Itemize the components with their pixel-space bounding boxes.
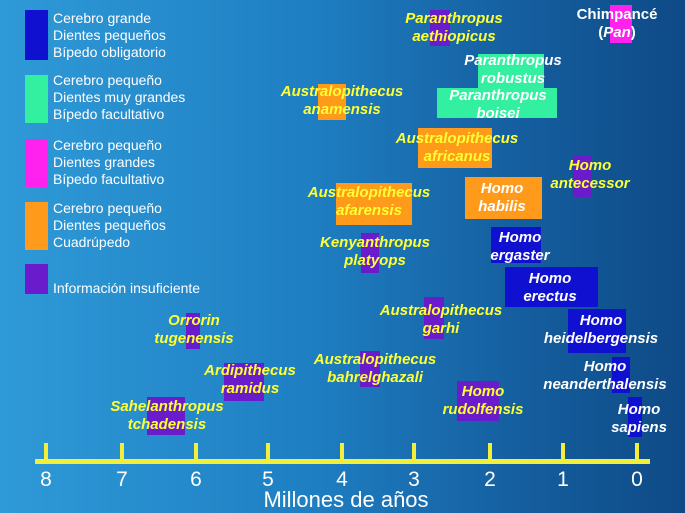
label-paranthropus-boisei: Paranthropus boisei xyxy=(449,87,547,122)
bar-australopithecus-bahrelghazali xyxy=(360,351,380,387)
axis-tick-label: 7 xyxy=(116,468,128,491)
axis-tick xyxy=(194,443,198,463)
label-homo-erectus: Homo erectus xyxy=(523,270,577,305)
legend-text-green: Cerebro pequeño Dientes muy grandes Bípe… xyxy=(53,72,186,122)
label-australopithecus-africanus: Australopithecus africanus xyxy=(395,130,519,165)
bar-australopithecus-afarensis xyxy=(336,183,412,225)
chimpanzee-label: Chimpancé (Pan) xyxy=(576,6,658,41)
axis-tick xyxy=(412,443,416,463)
axis-tick-label: 2 xyxy=(484,468,496,491)
bar-paranthropus-aethiopicus xyxy=(430,10,450,46)
bar-australopithecus-garhi xyxy=(424,297,444,339)
axis-tick xyxy=(561,443,565,463)
label-australopithecus-afarensis: Australopithecus afarensis xyxy=(307,184,431,219)
bar-sahelanthropus-tchadensis xyxy=(147,397,185,435)
legend-swatch-purple xyxy=(25,264,48,294)
bar-homo-neanderthalensis xyxy=(612,357,630,393)
legend-swatch-blue xyxy=(25,10,48,60)
bar-homo-rudolfensis xyxy=(457,381,499,421)
label-homo-heidelbergensis: Homo heidelbergensis xyxy=(543,312,659,347)
bar-kenyanthropus-platyops xyxy=(361,233,379,273)
label-sahelanthropus-tchadensis: Sahelanthropus tchadensis xyxy=(110,398,224,433)
axis-tick-label: 0 xyxy=(631,468,643,491)
label-paranthropus-aethiopicus: Paranthropus aethiopicus xyxy=(405,10,503,45)
label-homo-neanderthalensis: Homo neanderthalensis xyxy=(543,358,667,393)
bar-homo-ergaster xyxy=(491,227,541,263)
bar-homo-erectus xyxy=(505,267,598,307)
legend-text-purple: Información insuficiente xyxy=(53,280,201,296)
label-australopithecus-garhi: Australopithecus garhi xyxy=(379,302,503,337)
legend-swatch-green xyxy=(25,75,48,123)
axis-tick-label: 3 xyxy=(408,468,420,491)
axis-tick xyxy=(340,443,344,463)
label-homo-antecessor: Homo antecessor xyxy=(550,157,630,192)
axis-tick xyxy=(488,443,492,463)
label-homo-ergaster: Homo ergaster xyxy=(490,229,550,264)
axis-tick-label: 1 xyxy=(557,468,569,491)
legend-text-magenta: Cerebro pequeño Dientes grandes Bípedo f… xyxy=(53,137,165,187)
bar-australopithecus-africanus xyxy=(418,128,492,168)
bar-orrorin-tugenensis xyxy=(186,313,200,349)
bar-chimpanzee xyxy=(610,5,632,43)
bar-australopithecus-anamensis xyxy=(318,84,346,120)
label-australopithecus-bahrelghazali: Australopithecus bahrelghazali xyxy=(313,351,437,386)
axis-tick-label: 4 xyxy=(336,468,348,491)
legend-swatch-magenta xyxy=(25,139,48,187)
axis-tick-label: 5 xyxy=(262,468,274,491)
bar-paranthropus-robustus xyxy=(478,54,544,88)
axis-tick xyxy=(266,443,270,463)
axis-tick-label: 6 xyxy=(190,468,202,491)
label-australopithecus-anamensis: Australopithecus anamensis xyxy=(280,83,404,118)
axis-tick-label: 8 xyxy=(40,468,52,491)
label-homo-sapiens: Homo sapiens xyxy=(611,401,667,436)
bar-homo-habilis xyxy=(465,177,542,219)
legend-text-orange: Cerebro pequeño Dientes pequeños Cuadrúp… xyxy=(53,200,166,250)
bar-homo-sapiens xyxy=(628,397,642,437)
legend-swatch-orange xyxy=(25,202,48,250)
bar-ardipithecus-ramidus xyxy=(224,363,264,401)
label-kenyanthropus-platyops: Kenyanthropus platyops xyxy=(319,234,431,269)
label-homo-habilis: Homo habilis xyxy=(478,180,526,215)
label-paranthropus-robustus: Paranthropus robustus xyxy=(464,52,562,87)
axis-tick xyxy=(44,443,48,463)
label-homo-rudolfensis: Homo rudolfensis xyxy=(442,383,524,418)
bar-homo-antecessor xyxy=(573,155,591,197)
label-orrorin-tugenensis: Orrorin tugenensis xyxy=(154,312,234,347)
legend-text-blue: Cerebro grande Dientes pequeños Bípedo o… xyxy=(53,10,166,60)
axis-title: Millones de años xyxy=(263,487,429,512)
axis-tick xyxy=(635,443,639,463)
label-ardipithecus-ramidus: Ardipithecus ramidus xyxy=(204,362,296,397)
axis-tick xyxy=(120,443,124,463)
bar-paranthropus-boisei xyxy=(437,88,557,118)
bar-homo-heidelbergensis xyxy=(568,309,626,353)
